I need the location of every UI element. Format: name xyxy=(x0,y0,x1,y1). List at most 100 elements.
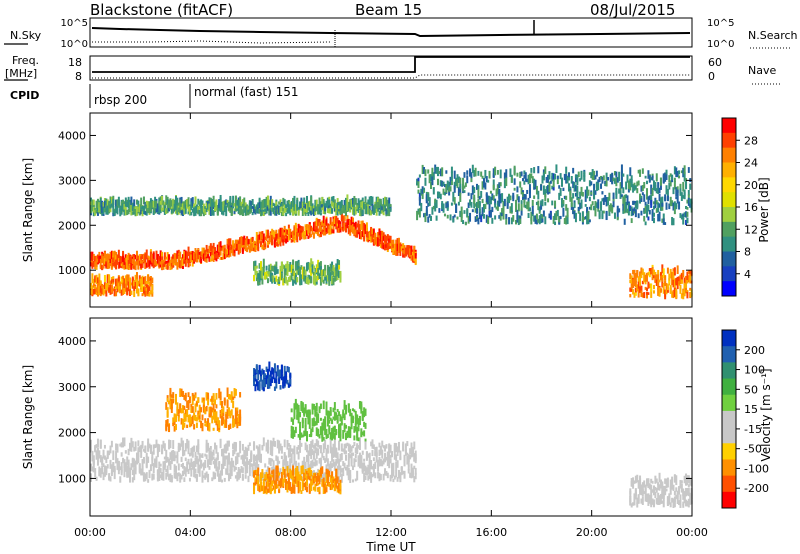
velocity-echo-cell xyxy=(227,424,230,430)
velocity-echo-cell xyxy=(328,482,331,487)
velocity-echo-cell xyxy=(272,469,275,479)
velocity-echo-cell xyxy=(329,410,332,416)
velocity-echo-cell xyxy=(165,472,168,480)
velocity-echo-cell xyxy=(229,469,232,476)
power-echo-cell xyxy=(278,201,281,205)
power-echo-cell xyxy=(130,282,133,286)
power-echo-cell xyxy=(329,206,332,214)
velocity-echo-cell xyxy=(262,482,265,490)
power-echo-cell xyxy=(620,164,623,174)
velocity-echo-cell xyxy=(176,454,179,464)
power-echo-cell xyxy=(279,265,282,270)
power-echo-cell xyxy=(237,244,240,251)
power-echo-cell xyxy=(255,274,258,278)
velocity-echo-cell xyxy=(149,445,152,454)
velocity-echo-cell xyxy=(236,407,239,414)
power-echo-cell xyxy=(138,278,141,284)
velocity-echo-cell xyxy=(293,452,296,459)
velocity-echo-cell xyxy=(342,467,345,477)
velocity-echo-cell xyxy=(368,460,371,470)
power-echo-cell xyxy=(661,203,664,211)
velocity-echo-cell xyxy=(159,463,162,467)
power-echo-cell xyxy=(668,280,671,284)
velocity-echo-cell xyxy=(290,417,293,422)
power-echo-cell xyxy=(626,195,629,206)
noise-right-tick-top: 10^5 xyxy=(707,18,734,29)
power-echo-cell xyxy=(328,225,331,232)
power-echo-cell xyxy=(98,273,101,284)
power-echo-cell xyxy=(528,179,531,184)
power-echo-cell xyxy=(158,206,161,214)
velocity-echo-cell xyxy=(161,451,164,455)
power-echo-cell xyxy=(520,187,523,195)
velocity-echo-cell xyxy=(188,422,191,428)
velocity-echo-cell xyxy=(144,473,147,482)
velocity-echo-cell xyxy=(307,451,310,457)
velocity-echo-cell xyxy=(253,376,256,387)
power-echo-cell xyxy=(640,267,643,274)
power-echo-cell xyxy=(180,206,183,210)
velocity-echo-cell xyxy=(218,473,221,482)
power-echo-cell xyxy=(140,204,143,211)
power-echo-cell xyxy=(229,250,232,257)
velocity-echo-cell xyxy=(285,460,288,471)
velocity-echo-cell xyxy=(193,468,196,478)
velocity-echo-cell xyxy=(233,441,236,449)
power-echo-cell xyxy=(131,203,134,211)
velocity-echo-cell xyxy=(212,460,215,465)
power-echo-cell xyxy=(187,197,190,207)
velocity-echo-cell xyxy=(305,431,308,438)
power-echo-cell xyxy=(647,292,650,295)
velocity-echo-cell xyxy=(223,444,226,454)
velocity-echo-cell xyxy=(296,480,299,488)
velocity-echo-cell xyxy=(181,405,184,414)
power-echo-cell xyxy=(317,209,320,215)
power-echo-cell xyxy=(112,278,115,283)
velocity-echo-cell xyxy=(374,447,377,450)
velocity-echo-cell xyxy=(261,472,264,478)
velocity-echo-cell xyxy=(318,434,321,439)
velocity-echo-cell xyxy=(90,473,92,482)
power-echo-cell xyxy=(561,177,564,187)
velocity-echo-cell xyxy=(271,376,274,383)
power-echo-cell xyxy=(289,210,292,216)
power-echo-cell xyxy=(286,269,289,276)
power-echo-cell xyxy=(243,246,246,250)
power-echo-cell xyxy=(481,181,484,190)
velocity-echo-cell xyxy=(145,459,148,469)
power-echo-cell xyxy=(448,181,451,189)
power-echo-cell xyxy=(237,246,240,255)
power-echo-cell xyxy=(535,213,538,220)
power-echo-cell xyxy=(96,257,99,263)
velocity-echo-cell xyxy=(218,462,221,470)
velocity-echo-cell xyxy=(179,388,182,398)
velocity-echo-cell xyxy=(266,488,269,493)
power-echo-cell xyxy=(292,259,295,270)
power-echo-cell xyxy=(652,205,655,210)
power-echo-cell xyxy=(530,211,533,221)
velocity-echo-cell xyxy=(176,451,179,456)
velocity-echo-cell xyxy=(265,375,268,381)
power-echo-cell xyxy=(687,190,690,196)
power-echo-cell xyxy=(103,200,106,208)
power-echo-cell xyxy=(305,209,308,213)
velocity-echo-cell xyxy=(312,476,315,482)
power-echo-cell xyxy=(545,186,548,194)
power-echo-cell xyxy=(230,249,233,254)
velocity-echo-cell xyxy=(301,460,304,470)
power-echo-cell xyxy=(147,274,150,282)
power-echo-cell xyxy=(275,241,278,247)
power-echo-cell xyxy=(508,217,511,225)
power-echo-cell xyxy=(212,253,215,259)
power-echo-cell xyxy=(676,174,679,178)
velocity-echo-cell xyxy=(184,443,187,452)
power-echo-cell xyxy=(149,280,152,287)
power-echo-cell xyxy=(627,203,630,213)
power-echo-cell xyxy=(453,170,456,179)
power-echo-cell xyxy=(126,209,129,216)
power-echo-cell xyxy=(265,234,268,242)
power-echo-cell xyxy=(481,198,484,204)
velocity-echo-cell xyxy=(269,440,272,450)
velocity-echo-cell xyxy=(129,474,132,483)
power-echo-cell xyxy=(496,170,499,175)
